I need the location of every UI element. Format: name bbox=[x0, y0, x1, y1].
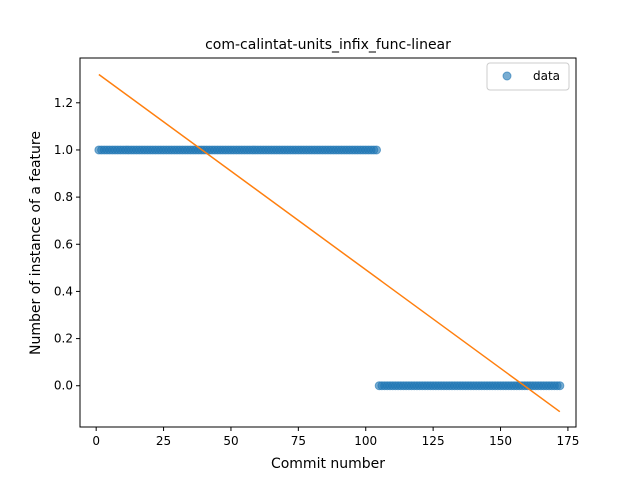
data-point bbox=[372, 145, 382, 155]
x-tick-label: 175 bbox=[556, 434, 579, 448]
data-point bbox=[555, 381, 565, 391]
y-axis-label: Number of instance of a feature bbox=[28, 131, 44, 355]
x-axis-label: Commit number bbox=[271, 456, 385, 472]
y-tick-label: 1.2 bbox=[54, 96, 73, 110]
x-tick-label: 100 bbox=[354, 434, 377, 448]
y-tick-label: 1.0 bbox=[54, 143, 73, 157]
x-tick-label: 125 bbox=[422, 434, 445, 448]
x-tick-label: 150 bbox=[489, 434, 512, 448]
y-tick-label: 0.0 bbox=[54, 379, 73, 393]
legend-box bbox=[486, 62, 570, 91]
y-tick-label: 0.6 bbox=[54, 237, 73, 251]
x-tick-label: 0 bbox=[92, 434, 100, 448]
legend-label-data: data bbox=[533, 69, 560, 83]
fit-line bbox=[98, 73, 561, 413]
x-tick-label: 25 bbox=[156, 434, 171, 448]
chart-title: com-calintat-units_infix_func-linear bbox=[205, 37, 451, 53]
y-tick-label: 0.2 bbox=[54, 332, 73, 346]
x-tick-label: 75 bbox=[291, 434, 306, 448]
x-tick-label: 50 bbox=[223, 434, 238, 448]
axes-frame bbox=[79, 57, 577, 428]
y-tick-label: 0.4 bbox=[54, 284, 73, 298]
plot-area: 0 25 50 75 100 125 150 175 0.0 0.2 0.4 0.6 0.8 1.0 1.2 bbox=[54, 57, 579, 448]
legend: data bbox=[486, 62, 570, 91]
y-tick-label: 0.8 bbox=[54, 190, 73, 204]
legend-marker-data bbox=[502, 71, 512, 81]
